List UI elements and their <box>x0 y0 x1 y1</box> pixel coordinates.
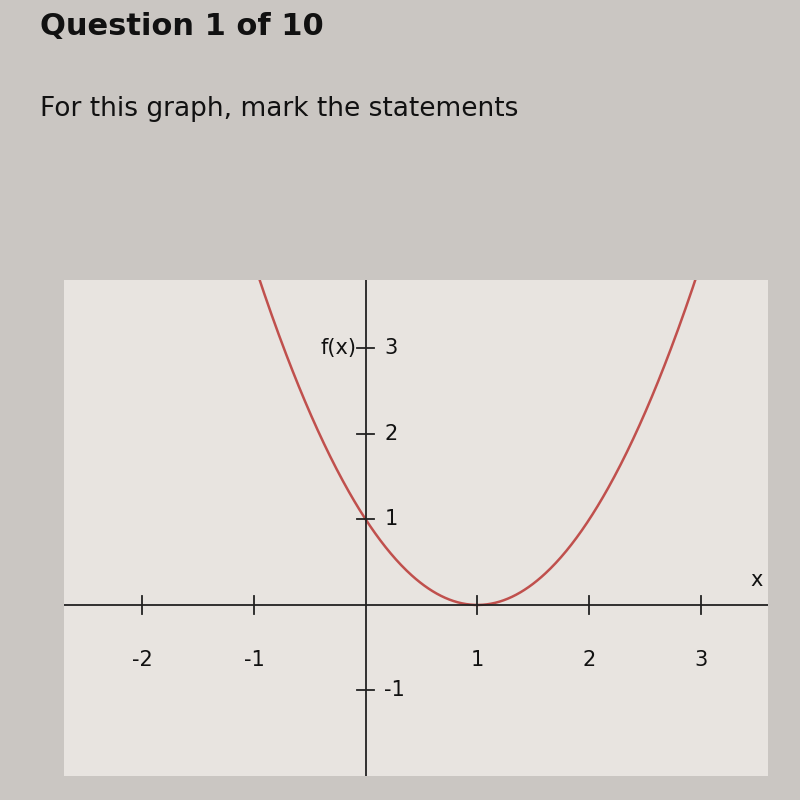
Text: -1: -1 <box>243 650 264 670</box>
Text: 3: 3 <box>694 650 707 670</box>
Text: 2: 2 <box>384 424 398 444</box>
Text: -2: -2 <box>132 650 153 670</box>
Text: f(x): f(x) <box>321 338 357 358</box>
Text: 3: 3 <box>384 338 398 358</box>
Text: For this graph, mark the statements: For this graph, mark the statements <box>40 96 518 122</box>
Text: 1: 1 <box>384 510 398 530</box>
Text: 1: 1 <box>471 650 484 670</box>
Text: 2: 2 <box>582 650 596 670</box>
Text: Question 1 of 10: Question 1 of 10 <box>40 12 324 41</box>
Text: -1: -1 <box>384 681 405 701</box>
Text: x: x <box>750 570 762 590</box>
